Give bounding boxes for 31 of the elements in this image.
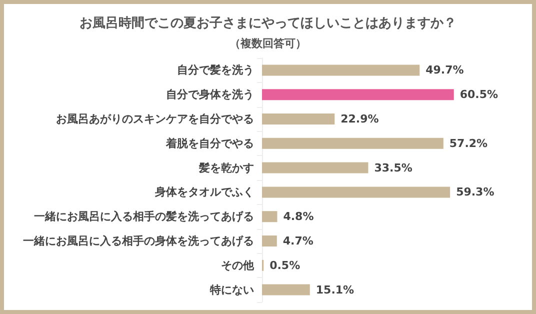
y-tick-label: 特にない xyxy=(209,283,254,296)
data-label: 59.3% xyxy=(456,186,494,199)
bar xyxy=(262,211,278,222)
data-label: 0.5% xyxy=(270,258,300,272)
data-label: 4.7% xyxy=(282,234,314,248)
data-label: 57.2% xyxy=(449,136,488,150)
data-label: 22.9% xyxy=(340,112,379,126)
bar xyxy=(262,162,368,174)
data-label: 60.5% xyxy=(460,88,498,102)
y-tick-label: 着脱を自分でやる xyxy=(165,136,254,150)
data-label: 15.1% xyxy=(316,283,354,296)
bar xyxy=(262,64,420,76)
y-tick-label: 髪を乾かす xyxy=(198,161,254,174)
chart-subtitle: （複数回答可） xyxy=(230,37,306,50)
bar xyxy=(262,186,450,198)
y-tick-label: 自分で髪を洗う xyxy=(177,64,254,77)
y-tick-label: 一緒にお風呂に入る相手の身体を洗ってあげる xyxy=(23,234,254,248)
y-tick-label: その他 xyxy=(221,258,255,272)
bar xyxy=(262,89,454,100)
data-label: 33.5% xyxy=(374,161,412,174)
bar xyxy=(262,236,277,246)
data-label: 4.8% xyxy=(283,210,314,224)
bar xyxy=(262,284,310,296)
data-label: 49.7% xyxy=(426,64,464,77)
y-tick-label: 身体をタオルでふく xyxy=(154,186,254,199)
y-tick-label: 自分で身体を洗う xyxy=(166,88,254,102)
bar xyxy=(262,138,444,149)
chart-title: お風呂時間でこの夏お子さまにやってほしいことはありますか？ xyxy=(80,16,456,31)
y-tick-label: お風呂あがりのスキンケアを自分でやる xyxy=(56,112,254,126)
y-tick-label: 一緒にお風呂に入る相手の髪を洗ってあげる xyxy=(34,210,254,224)
bar xyxy=(262,114,335,124)
